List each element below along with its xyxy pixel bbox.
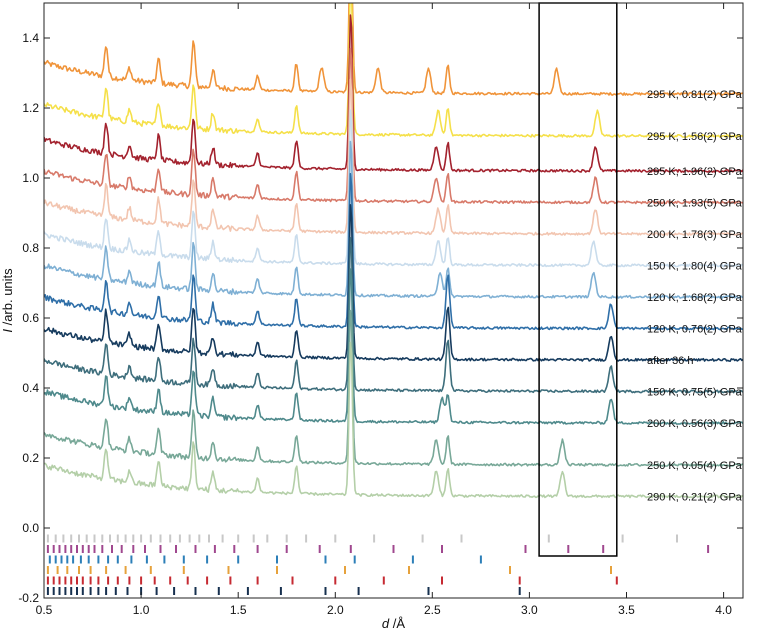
y-tick-label: 0.6 xyxy=(22,311,39,325)
series-line xyxy=(44,172,743,331)
series-line xyxy=(44,3,743,96)
y-tick-label: 0.0 xyxy=(22,521,39,535)
y-tick-label: -0.2 xyxy=(18,591,39,605)
series-line xyxy=(44,78,743,236)
x-axis-symbol: d xyxy=(382,616,390,631)
series-label: 200 K, 1.78(3) GPa xyxy=(647,229,743,241)
series-label: 150 K, 0.75(5) GPa xyxy=(647,387,743,399)
series-line xyxy=(44,341,743,499)
x-tick-label: 0.5 xyxy=(36,603,53,617)
series-line xyxy=(44,140,743,299)
series-label: 295 K, 1.56(2) GPa xyxy=(647,131,743,143)
series-label: after 36 h xyxy=(647,355,693,367)
y-axis-title: I /arb. units xyxy=(0,268,15,333)
plot-frame xyxy=(43,2,744,599)
series-line xyxy=(44,109,743,268)
series-line xyxy=(44,236,743,394)
series-label: 200 K, 0.56(3) GPa xyxy=(647,418,743,430)
y-axis-symbol: I xyxy=(0,329,15,333)
y-tick-label: 1.0 xyxy=(22,171,39,185)
x-tick-label: 3.5 xyxy=(618,603,635,617)
x-tick-label: 2.5 xyxy=(424,603,441,617)
series-label-group: 295 K, 0.81(2) GPa 295 K, 1.56(2) GPa 295 … xyxy=(647,89,743,504)
reflection-marker-group xyxy=(46,534,710,595)
series-line xyxy=(44,3,743,138)
series-line xyxy=(44,204,743,362)
series-label: 295 K, 0.81(2) GPa xyxy=(647,89,743,101)
y-tick-label: 0.4 xyxy=(22,381,39,395)
series-group xyxy=(44,3,743,499)
y-axis: -0.2 0.0 0.2 0.4 0.6 0.8 1.0 1.2 1.4 xyxy=(18,31,743,605)
y-axis-unit: /arb. units xyxy=(0,268,15,329)
series-label: 120 K, 0.76(2) GPa xyxy=(647,324,743,336)
series-line xyxy=(44,14,743,173)
y-tick-label: 1.2 xyxy=(22,101,39,115)
x-axis-unit: /Å xyxy=(389,616,405,631)
x-axis-title: d /Å xyxy=(382,616,405,631)
series-label: 250 K, 0.05(4) GPa xyxy=(647,460,743,472)
y-tick-label: 1.4 xyxy=(22,31,39,45)
series-label: 295 K, 1.96(2) GPa xyxy=(647,166,743,178)
y-tick-label: 0.2 xyxy=(22,451,39,465)
x-tick-label: 3.0 xyxy=(521,603,538,617)
x-tick-label: 1.5 xyxy=(230,603,247,617)
series-label: 150 K, 1.80(4) GPa xyxy=(647,261,743,273)
x-axis: 0.5 1.0 1.5 2.0 2.5 3.0 3.5 4.0 xyxy=(36,3,732,617)
y-tick-label: 0.8 xyxy=(22,241,39,255)
x-tick-label: 4.0 xyxy=(715,603,732,617)
x-tick-label: 2.0 xyxy=(327,603,344,617)
series-line xyxy=(44,47,743,205)
series-line xyxy=(44,309,743,467)
series-label: 290 K, 0.21(2) GPa xyxy=(647,492,743,504)
highlight-box xyxy=(538,2,618,557)
x-tick-label: 1.0 xyxy=(133,603,150,617)
series-line xyxy=(44,268,743,425)
series-label: 120 K, 1.68(2) GPa xyxy=(647,292,743,304)
series-label: 250 K, 1.93(5) GPa xyxy=(647,198,743,210)
